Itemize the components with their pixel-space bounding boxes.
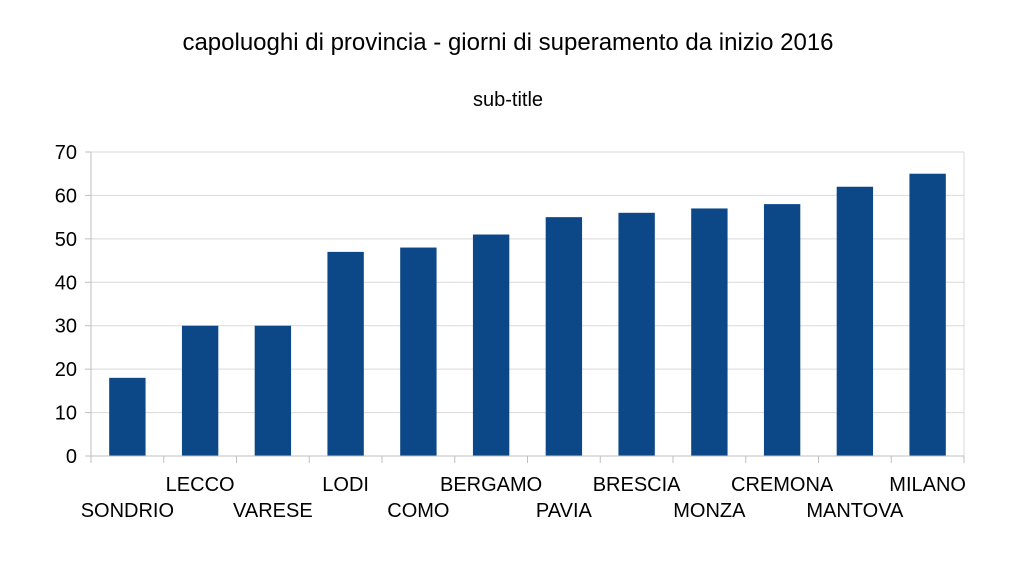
y-tick-label-50: 50 (55, 229, 77, 251)
x-tick-label-sondrio: SONDRIO (81, 500, 174, 522)
x-tick-label-varese: VARESE (233, 500, 313, 522)
x-tick-label-brescia: BRESCIA (593, 474, 681, 496)
y-tick-label-10: 10 (55, 403, 77, 425)
y-tick-label-70: 70 (55, 142, 77, 164)
x-tick-label-milano: MILANO (889, 474, 966, 496)
x-tick-label-lecco: LECCO (166, 474, 235, 496)
bar-brescia (618, 212, 655, 456)
bar-mantova (836, 186, 874, 456)
grid-lines (91, 151, 965, 457)
bar-series (109, 173, 946, 456)
bar-lecco (181, 325, 219, 456)
bar-lodi (327, 251, 364, 456)
x-tick-label-como: COMO (387, 500, 449, 522)
chart-title: capoluoghi di provincia - giorni di supe… (182, 29, 833, 56)
x-tick-label-monza: MONZA (673, 500, 746, 522)
bar-como (400, 247, 437, 456)
bar-monza (691, 208, 728, 456)
x-tick-label-cremona: CREMONA (731, 474, 834, 496)
bar-pavia (545, 217, 583, 456)
chart-subtitle: sub-title (473, 89, 543, 111)
x-tick-label-pavia: PAVIA (536, 500, 593, 522)
x-tick-label-lodi: LODI (322, 474, 369, 496)
bar-varese (254, 325, 292, 456)
y-tick-label-0: 0 (66, 446, 77, 468)
y-tick-label-40: 40 (55, 272, 77, 294)
bar-sondrio (109, 377, 146, 456)
y-tick-label-20: 20 (55, 359, 77, 381)
y-axis-tick-labels: 0 10 20 30 40 50 60 70 (55, 142, 77, 468)
y-tick-label-30: 30 (55, 316, 77, 338)
x-tick-label-bergamo: BERGAMO (440, 474, 542, 496)
axes (85, 151, 965, 463)
bar-bergamo (472, 234, 510, 456)
x-axis-tick-labels: SONDRIO LECCO VARESE LODI COMO BERGAMO PAVIABR… (81, 474, 966, 522)
y-tick-label-60: 60 (55, 185, 77, 207)
bar-cremona (763, 204, 801, 456)
x-tick-label-mantova: MANTOVA (806, 500, 904, 522)
bar-milano (909, 173, 946, 456)
